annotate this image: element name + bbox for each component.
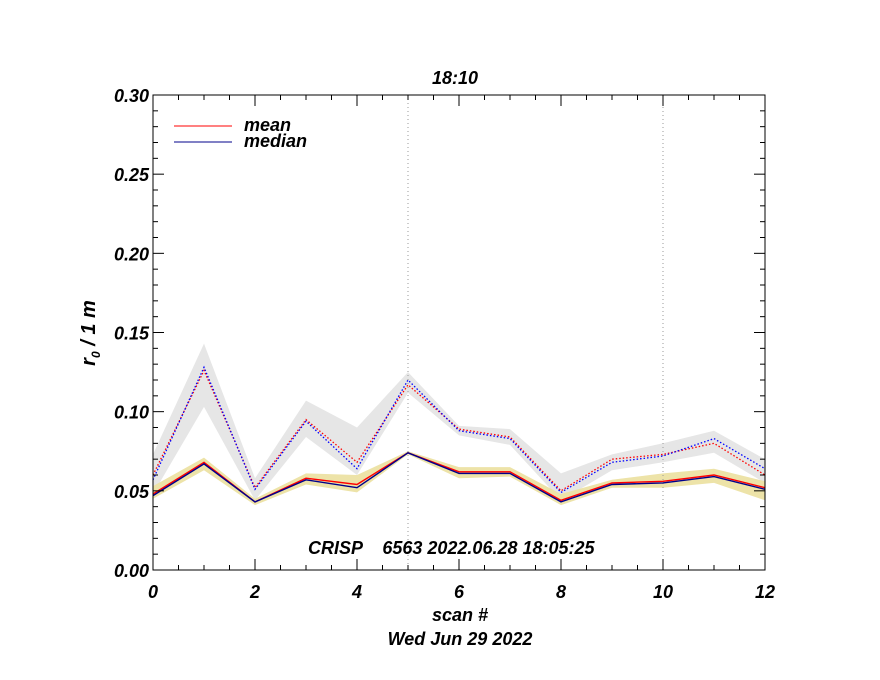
x-tick-label-1: 2 bbox=[249, 582, 260, 602]
x-tick-label-6: 12 bbox=[755, 582, 775, 602]
chart-title: 18:10 bbox=[432, 68, 478, 88]
band-0 bbox=[153, 343, 765, 501]
instrument-annotation: CRISP 6563 2022.06.28 18:05:25 bbox=[308, 538, 596, 558]
ticks-layer: 0.00 0.05 0.10 0.15 0.20 0.25 0.30 0 2 4 6 8 10 12 bbox=[114, 86, 775, 602]
legend-median-label: median bbox=[244, 131, 307, 151]
y-tick-label-0: 0.00 bbox=[114, 561, 149, 581]
x-tick-label-0: 0 bbox=[148, 582, 158, 602]
y-tick-label-5: 0.25 bbox=[114, 165, 150, 185]
series-line-1 bbox=[152, 452, 766, 503]
plot-frame bbox=[152, 94, 766, 571]
y-tick-label-1: 0.05 bbox=[114, 482, 150, 502]
x-axis-label: scan # bbox=[432, 605, 488, 625]
y-tick-label-3: 0.15 bbox=[114, 324, 150, 344]
legend: mean median bbox=[174, 115, 307, 151]
x-tick-label-5: 10 bbox=[653, 582, 673, 602]
series-layer bbox=[152, 365, 766, 503]
y-tick-label-4: 0.20 bbox=[114, 244, 149, 264]
x-tick-label-3: 6 bbox=[454, 582, 465, 602]
series-line-3 bbox=[152, 365, 766, 494]
y-tick-label-6: 0.30 bbox=[114, 86, 149, 106]
vlines-layer bbox=[407, 95, 664, 570]
legend-mean-label: mean bbox=[244, 115, 291, 135]
bands-layer bbox=[153, 343, 765, 506]
x-tick-label-4: 8 bbox=[556, 582, 566, 602]
band-1 bbox=[153, 451, 765, 506]
y-axis-label-sub: 0 bbox=[89, 351, 103, 358]
x-tick-label-2: 4 bbox=[351, 582, 362, 602]
date-label: Wed Jun 29 2022 bbox=[388, 629, 533, 649]
y-axis-label-main: r bbox=[78, 357, 100, 366]
y-axis-label-rest: / 1 m bbox=[78, 300, 100, 351]
y-axis-label: r0 / 1 m bbox=[78, 300, 103, 366]
y-tick-label-2: 0.10 bbox=[114, 403, 149, 423]
